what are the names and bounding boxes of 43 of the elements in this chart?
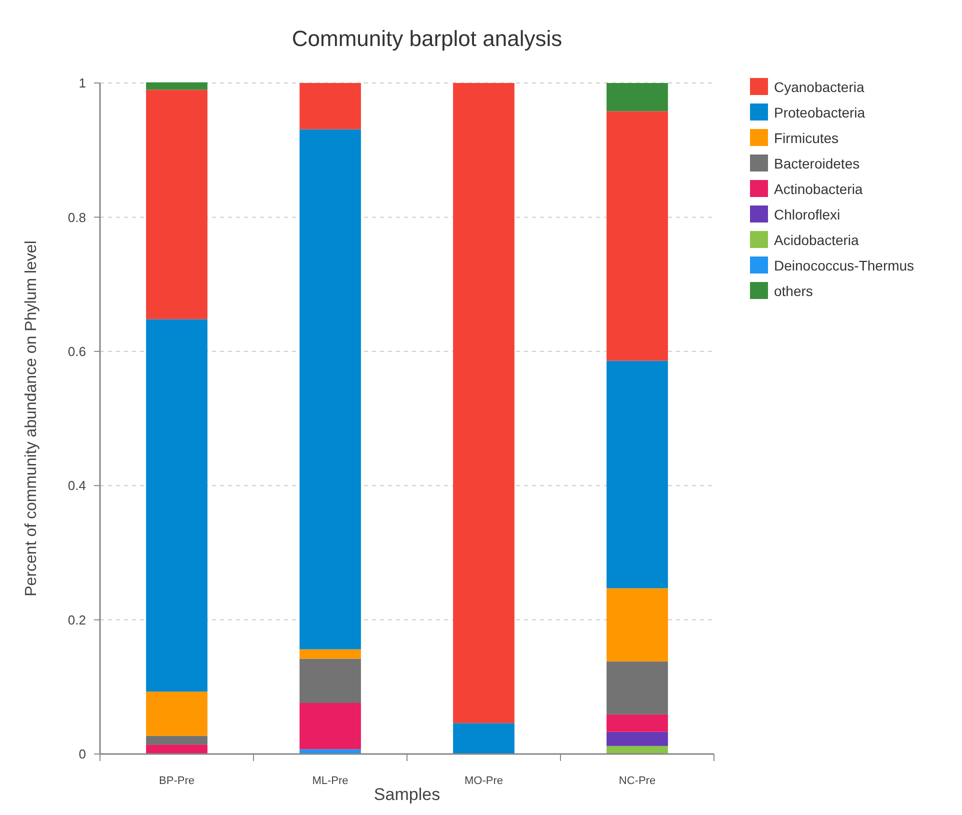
chart-title: Community barplot analysis bbox=[292, 26, 562, 51]
legend-label: Chloroflexi bbox=[774, 206, 840, 222]
legend-label: Acidobacteria bbox=[774, 232, 860, 248]
bar bbox=[300, 703, 361, 750]
bar bbox=[606, 661, 668, 714]
bar bbox=[146, 82, 208, 90]
y-tick-label: 0.8 bbox=[68, 210, 86, 225]
bar bbox=[300, 649, 361, 659]
bar bbox=[606, 360, 668, 588]
legend-label: Cyanobacteria bbox=[774, 78, 864, 95]
y-tick-label: 0 bbox=[78, 746, 86, 762]
bar bbox=[300, 129, 361, 650]
bar bbox=[606, 732, 668, 746]
bar bbox=[606, 83, 668, 112]
legend-label: others bbox=[774, 282, 813, 299]
y-tick-label: 0.2 bbox=[68, 612, 86, 628]
bar bbox=[146, 692, 208, 736]
legend-label: Actinobacteria bbox=[774, 180, 863, 197]
legend-label: Deinococcus-Thermus bbox=[774, 257, 914, 274]
bar bbox=[300, 658, 361, 704]
x-tick-label: MO-Pre bbox=[464, 775, 503, 787]
bar bbox=[300, 83, 361, 130]
bar bbox=[146, 319, 208, 692]
bar bbox=[453, 83, 514, 724]
x-tick-label: BP-Pre bbox=[159, 775, 194, 787]
bar bbox=[146, 90, 208, 320]
legend-label: Bacteroidetes bbox=[774, 155, 860, 172]
bar bbox=[146, 744, 208, 754]
bar bbox=[606, 746, 668, 754]
legend-label: Proteobacteria bbox=[774, 104, 866, 120]
x-tick-label: NC-Pre bbox=[618, 775, 656, 787]
y-tick-label: 1 bbox=[78, 76, 86, 91]
bar bbox=[606, 714, 668, 732]
bar bbox=[606, 588, 668, 662]
y-axis-title: Percent of community abundance on Phylum level bbox=[23, 240, 40, 596]
y-tick-label: 0.6 bbox=[68, 344, 86, 359]
bar bbox=[453, 723, 514, 754]
bar bbox=[146, 736, 208, 745]
legend-label: Firmicutes bbox=[774, 130, 839, 146]
x-tick-label: ML-Pre bbox=[312, 775, 348, 787]
y-tick-label: 0.4 bbox=[68, 478, 86, 494]
bar bbox=[606, 111, 668, 361]
x-axis-title: Samples bbox=[374, 785, 440, 804]
